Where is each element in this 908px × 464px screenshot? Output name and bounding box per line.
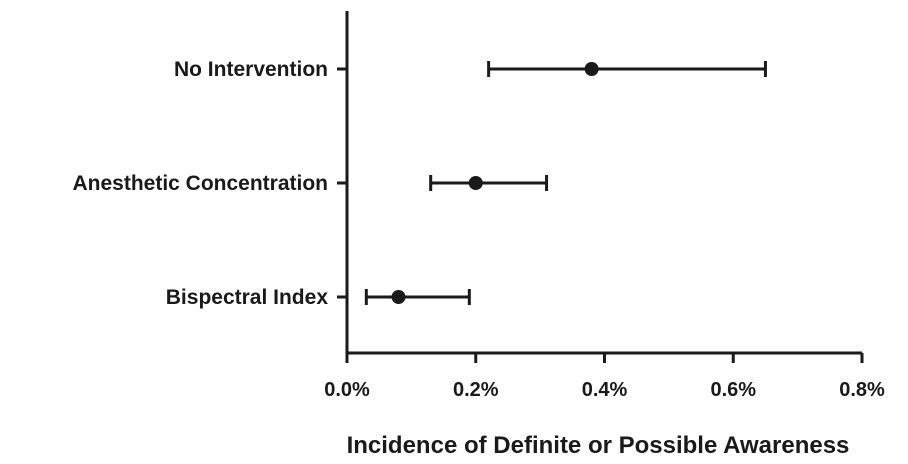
error-bars <box>364 61 767 305</box>
x-tick-label-1: 0.2% <box>453 379 499 401</box>
category-label-bispectral-index: Bispectral Index <box>166 286 329 309</box>
data-points <box>391 62 599 304</box>
category-label-anesthetic-concentration: Anesthetic Concentration <box>72 172 328 195</box>
x-axis-title: Incidence of Definite or Possible Awaren… <box>347 432 850 459</box>
x-tick-label-0: 0.0% <box>324 379 370 401</box>
x-tick-label-2: 0.4% <box>582 379 628 401</box>
point-anesthetic-concentration <box>468 176 483 190</box>
x-tick-label-4: 0.8% <box>839 379 885 401</box>
x-axis-ticks <box>345 353 864 363</box>
category-label-no-intervention: No Intervention <box>174 58 328 81</box>
x-tick-label-3: 0.6% <box>710 379 756 401</box>
x-axis-tick-labels: 0.0% 0.2% 0.4% 0.6% 0.8% <box>324 379 885 401</box>
point-bispectral-index <box>391 290 406 304</box>
category-labels: No Intervention Anesthetic Concentration B… <box>72 58 328 309</box>
point-no-intervention <box>584 62 599 76</box>
y-axis-ticks <box>337 67 347 299</box>
